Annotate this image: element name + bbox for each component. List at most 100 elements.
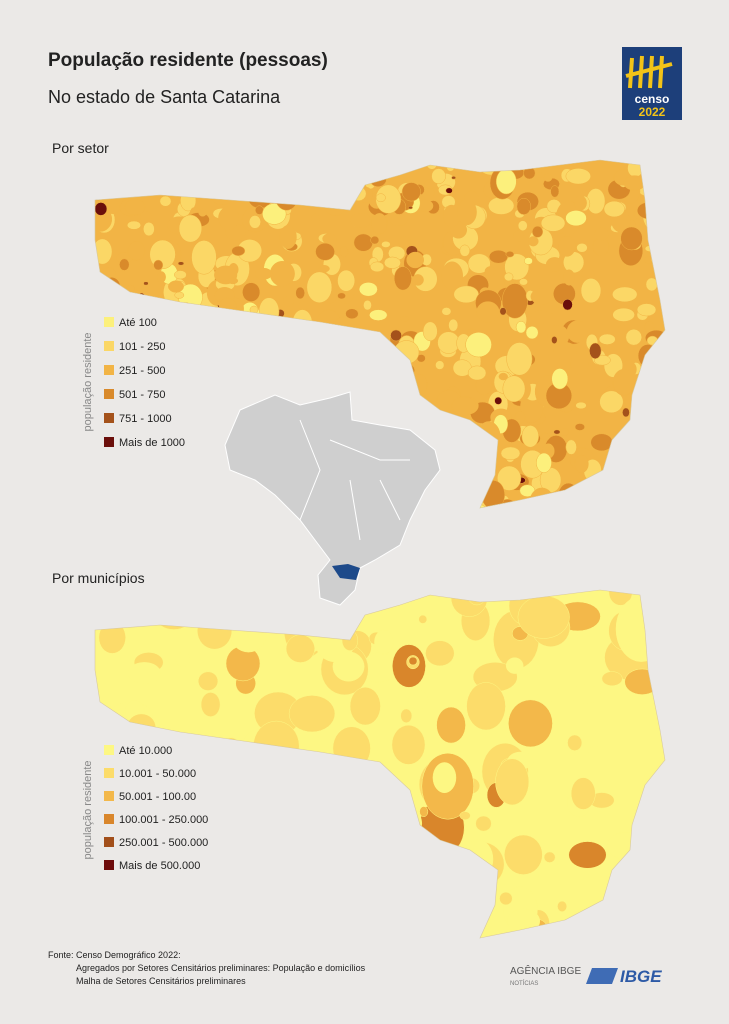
map-region [282, 295, 295, 307]
map-region [124, 198, 146, 216]
map-region [451, 396, 477, 416]
legend-label: 501 - 750 [119, 389, 165, 401]
map-region [574, 423, 585, 431]
map-region [466, 682, 506, 731]
map-region [418, 614, 428, 624]
map-region [512, 230, 524, 243]
map-region [375, 193, 386, 203]
map-region [391, 724, 426, 765]
map-region [475, 815, 492, 832]
map-region [337, 269, 356, 292]
source: Fonte: Censo Demográfico 2022: [48, 950, 181, 960]
map-region [269, 260, 295, 287]
map-region [168, 280, 184, 293]
map-region [381, 241, 391, 248]
map-region [337, 292, 346, 300]
map-region [349, 686, 381, 726]
map-region [536, 677, 559, 703]
map-region [565, 439, 577, 455]
legend-swatch [104, 745, 114, 755]
map-region [581, 269, 595, 279]
map-region [175, 651, 191, 668]
legend-swatch [104, 837, 114, 847]
legend-title: população residente [82, 760, 94, 859]
map-region [218, 206, 240, 231]
legend-swatch [104, 389, 114, 399]
map-region [574, 195, 587, 211]
map-region [431, 168, 446, 185]
map-region [467, 253, 491, 274]
ibge-mark [586, 968, 618, 984]
map-region [620, 226, 643, 251]
map-region [143, 281, 149, 286]
map-region [279, 225, 297, 249]
map-region [441, 307, 452, 316]
map-region [514, 410, 526, 424]
map-region [332, 651, 365, 682]
source-line: Malha de Setores Censitários preliminare… [76, 976, 246, 986]
map-region [557, 900, 568, 912]
map-region [95, 202, 108, 216]
map-region [231, 245, 246, 256]
map-region [389, 214, 408, 227]
map-region [127, 241, 146, 261]
map-region [435, 360, 445, 370]
agencia-logo: AGÊNCIA IBGE [510, 964, 581, 977]
map-region [178, 214, 203, 243]
map-region [156, 271, 166, 283]
map-region [516, 197, 531, 215]
map-region [540, 432, 551, 441]
map-region [400, 708, 413, 723]
map-region [576, 243, 588, 253]
map-region [570, 352, 589, 376]
map-region [350, 212, 372, 228]
map-region [315, 242, 335, 261]
legend-swatch [104, 365, 114, 375]
map-region [497, 465, 522, 491]
logo-year: 2022 [639, 105, 666, 119]
map-region [408, 689, 429, 710]
map-region [353, 233, 373, 252]
map-region [412, 274, 424, 286]
source-line: Agregados por Setores Censitários prelim… [76, 963, 366, 973]
map-region [568, 841, 607, 869]
map-region [565, 210, 587, 227]
map-region [559, 428, 570, 437]
legend-swatch [104, 413, 114, 423]
map-region [521, 425, 539, 448]
map-title: Por municípios [52, 570, 145, 586]
map-region [545, 257, 564, 273]
map-region [580, 278, 602, 304]
legend-label: 50.001 - 100.00 [119, 791, 196, 803]
map-region [566, 320, 589, 343]
map-region [242, 282, 261, 302]
map-region [563, 269, 576, 286]
map-region [504, 272, 514, 282]
map-region [425, 189, 436, 197]
map-region [448, 318, 459, 332]
map-region [297, 301, 309, 311]
map-region [505, 657, 524, 674]
map-region [363, 299, 372, 311]
map-region [570, 777, 596, 810]
map-region [369, 309, 388, 321]
legend-swatch [104, 437, 114, 447]
map-region [551, 336, 558, 344]
map-region [153, 259, 164, 271]
map-region [536, 452, 552, 473]
map-region [318, 265, 330, 273]
map-region [459, 244, 471, 257]
legend-label: Até 100 [119, 317, 157, 329]
map-region [517, 220, 528, 231]
censo-logo: censo 2022 [622, 47, 682, 120]
map-region [515, 321, 527, 334]
map-region [358, 282, 378, 297]
map-region [248, 215, 261, 229]
legend-label: 10.001 - 50.000 [119, 768, 196, 780]
map-region [622, 407, 630, 418]
map-region [523, 257, 533, 265]
map-region [371, 213, 388, 235]
map-region [419, 806, 429, 818]
map-region [589, 342, 602, 359]
map-region [399, 315, 410, 322]
